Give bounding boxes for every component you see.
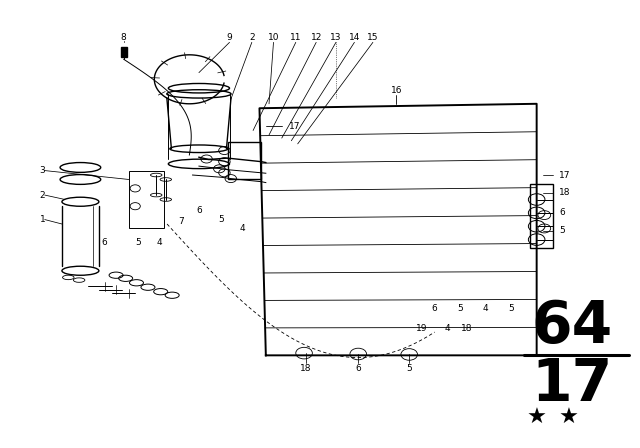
Text: 6: 6 <box>102 238 108 247</box>
Text: ★: ★ <box>559 408 579 428</box>
Text: 16: 16 <box>390 86 402 95</box>
Text: 18: 18 <box>559 188 570 197</box>
Text: 5: 5 <box>406 364 412 373</box>
Text: 6: 6 <box>196 206 202 215</box>
Text: 2: 2 <box>249 33 255 42</box>
Text: ★: ★ <box>527 408 547 428</box>
Text: 15: 15 <box>367 33 379 42</box>
Bar <box>121 47 127 57</box>
Text: 19: 19 <box>416 324 428 333</box>
Text: 5: 5 <box>508 304 514 313</box>
Text: 13: 13 <box>330 33 342 42</box>
Text: 6: 6 <box>559 208 564 217</box>
Text: 9: 9 <box>227 33 232 42</box>
Text: 17: 17 <box>289 121 300 130</box>
Bar <box>228 142 260 180</box>
Text: 5: 5 <box>559 226 564 235</box>
Text: 5: 5 <box>136 238 141 247</box>
Text: 5: 5 <box>218 215 224 224</box>
Text: 5: 5 <box>458 304 463 313</box>
Text: 1: 1 <box>40 215 45 224</box>
Text: 18: 18 <box>300 364 312 373</box>
Text: 4: 4 <box>483 304 488 313</box>
Text: 10: 10 <box>268 33 279 42</box>
Text: 3: 3 <box>40 166 45 175</box>
Bar <box>129 171 164 228</box>
Text: 14: 14 <box>349 33 360 42</box>
Text: 7: 7 <box>178 217 184 226</box>
Text: 8: 8 <box>121 33 127 42</box>
Text: 12: 12 <box>310 33 322 42</box>
Text: 6: 6 <box>432 304 438 313</box>
Text: 11: 11 <box>290 33 301 42</box>
Bar <box>531 184 552 249</box>
Text: 4: 4 <box>445 324 451 333</box>
Text: 4: 4 <box>157 238 162 247</box>
Text: 18: 18 <box>461 324 472 333</box>
Text: 17: 17 <box>531 356 612 413</box>
Text: 6: 6 <box>355 364 361 373</box>
Text: 64: 64 <box>531 298 612 355</box>
Text: 17: 17 <box>559 171 570 180</box>
Text: 2: 2 <box>40 190 45 199</box>
Text: 4: 4 <box>239 224 245 233</box>
